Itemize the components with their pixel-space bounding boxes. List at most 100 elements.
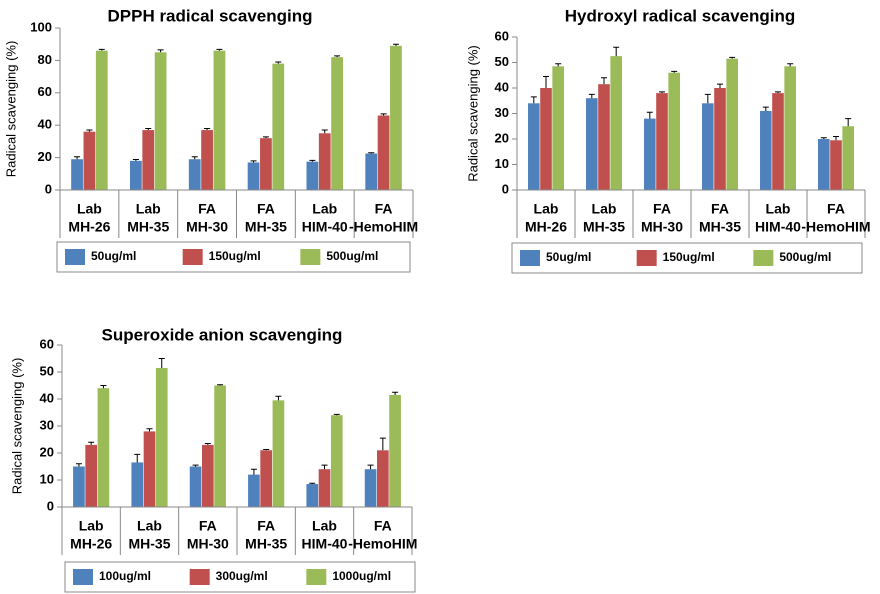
- bar: [760, 110, 772, 190]
- x-tick-label: -HemoHIM: [348, 536, 417, 552]
- chart-title: DPPH radical scavenging: [107, 6, 312, 25]
- bar: [260, 138, 272, 190]
- bar: [318, 469, 331, 507]
- legend-label: 500ug/ml: [326, 249, 378, 263]
- error-bar: [275, 61, 282, 64]
- legend-swatch: [306, 569, 327, 585]
- legend-swatch: [520, 250, 540, 266]
- error-bar: [275, 395, 282, 401]
- bar: [213, 50, 226, 191]
- bar: [598, 84, 610, 190]
- error-bar: [787, 63, 794, 67]
- x-tick-label: FA: [199, 518, 217, 534]
- y-tick-label: 60: [40, 336, 54, 351]
- error-bar: [392, 43, 399, 46]
- error-bar: [192, 464, 199, 467]
- error-bar: [86, 129, 93, 132]
- error-bar: [367, 464, 374, 470]
- error-bar: [88, 441, 95, 445]
- x-tick-label: FA: [375, 201, 393, 217]
- legend-label: 150ug/ml: [663, 250, 715, 264]
- x-tick-label: MH-35: [245, 219, 287, 235]
- error-bar: [833, 135, 839, 141]
- bar: [97, 388, 110, 507]
- legend-box: [511, 242, 863, 274]
- bar: [73, 466, 85, 507]
- x-tick-label: -HemoHIM: [801, 219, 870, 235]
- error-bar: [98, 48, 105, 51]
- error-bar: [250, 160, 257, 163]
- y-tick-label: 40: [38, 117, 52, 132]
- error-bar: [157, 49, 164, 53]
- legend-swatch: [189, 569, 210, 585]
- bar: [143, 431, 156, 507]
- error-bar: [309, 159, 316, 162]
- error-bar: [250, 468, 257, 475]
- error-bar: [204, 443, 211, 445]
- x-tick-label: MH-35: [699, 219, 741, 235]
- y-axis-label: Radical scavenging (%): [3, 41, 18, 178]
- bar: [772, 93, 784, 190]
- y-tick-label: 20: [40, 444, 54, 459]
- legend-label: 150ug/ml: [209, 249, 261, 263]
- x-tick-label: MH-35: [245, 536, 287, 552]
- error-bar: [601, 77, 607, 85]
- y-tick-label: 0: [47, 498, 54, 513]
- error-bar: [555, 63, 562, 67]
- x-tick-label: FA: [257, 518, 275, 534]
- bar: [248, 474, 260, 507]
- bar: [130, 160, 142, 190]
- x-tick-label: MH-26: [68, 219, 110, 235]
- error-bar: [100, 385, 107, 389]
- x-tick-label: FA: [374, 518, 392, 534]
- bar: [830, 140, 842, 190]
- bar: [189, 466, 202, 507]
- error-bar: [145, 127, 152, 131]
- y-axis-label: Radical scavenging (%): [465, 45, 480, 182]
- bar: [668, 72, 680, 190]
- y-tick-label: 30: [40, 417, 54, 432]
- x-tick-label: MH-35: [583, 219, 625, 235]
- bar: [714, 88, 726, 190]
- error-bar: [704, 93, 711, 104]
- bar: [818, 139, 830, 190]
- error-bar: [262, 136, 269, 139]
- error-bar: [75, 463, 82, 467]
- error-bar: [379, 437, 386, 451]
- bar: [155, 367, 168, 507]
- x-tick-label: MH-30: [641, 219, 683, 235]
- error-bar: [333, 413, 340, 416]
- y-tick-label: 40: [40, 390, 54, 405]
- error-bar: [216, 48, 223, 51]
- bar: [377, 115, 390, 190]
- y-tick-label: 20: [38, 149, 52, 164]
- error-bar: [380, 113, 387, 116]
- y-tick-label: 100: [30, 19, 52, 34]
- bar: [260, 450, 272, 507]
- bar: [390, 45, 402, 190]
- legend-swatch: [65, 249, 85, 265]
- x-tick-label: Lab: [137, 518, 162, 534]
- legend-label: 100ug/ml: [99, 569, 151, 583]
- error-bar: [158, 358, 165, 368]
- error-bar: [321, 129, 328, 134]
- bar: [540, 88, 552, 190]
- legend-box: [64, 561, 416, 593]
- x-tick-label: MH-30: [187, 536, 229, 552]
- y-tick-label: 60: [495, 28, 509, 43]
- bar: [586, 98, 598, 190]
- bar: [83, 131, 96, 190]
- y-tick-label: 60: [38, 84, 52, 99]
- x-tick-label: MH-35: [128, 536, 170, 552]
- bar: [644, 118, 656, 190]
- bar: [71, 159, 83, 190]
- error-bar: [820, 137, 827, 139]
- error-bar: [392, 391, 399, 395]
- x-tick-label: Lab: [77, 201, 102, 217]
- x-tick-label: Lab: [312, 201, 337, 217]
- y-tick-label: 50: [495, 54, 509, 69]
- bar: [272, 63, 285, 190]
- bar: [131, 462, 144, 507]
